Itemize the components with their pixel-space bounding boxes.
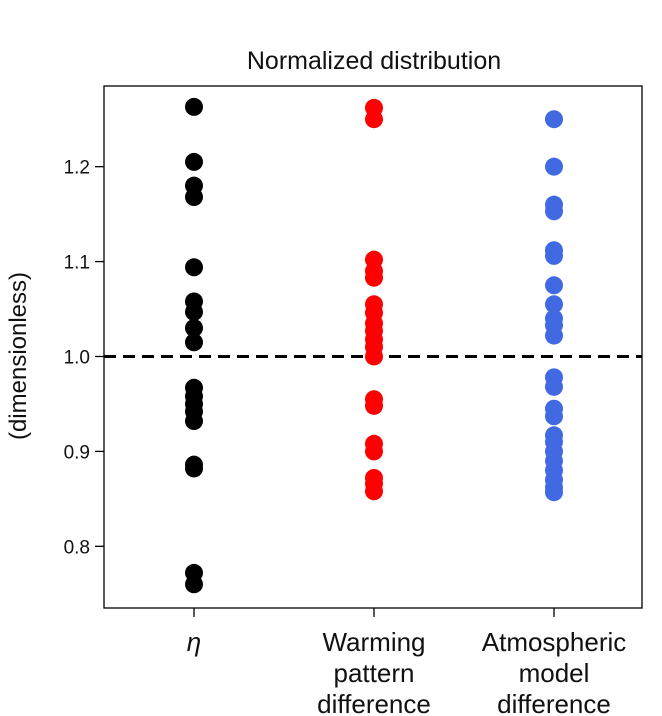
data-point bbox=[365, 110, 383, 129]
data-point bbox=[545, 110, 563, 129]
data-point bbox=[365, 268, 383, 287]
data-point bbox=[545, 407, 563, 426]
data-point bbox=[185, 97, 203, 116]
y-axis: 0.8 0.9 1.0 1.1 1.2 bbox=[64, 158, 104, 558]
data-point bbox=[365, 347, 383, 366]
chart-title: Normalized distribution bbox=[247, 47, 501, 75]
y-tick-label: 0.8 bbox=[64, 537, 90, 558]
y-tick-label: 0.9 bbox=[64, 442, 90, 463]
y-tick-label: 1.1 bbox=[64, 253, 90, 274]
data-point bbox=[185, 319, 203, 338]
y-axis-label: (dimensionless) bbox=[5, 272, 32, 440]
x-category-label: difference bbox=[497, 689, 611, 716]
x-category-label: pattern bbox=[334, 658, 415, 688]
y-tick-label: 1.0 bbox=[64, 347, 90, 368]
data-point bbox=[185, 412, 203, 431]
data-point bbox=[185, 152, 203, 171]
plot-frame bbox=[103, 85, 643, 609]
data-point bbox=[545, 202, 563, 221]
data-point bbox=[185, 258, 203, 277]
data-point bbox=[365, 482, 383, 501]
data-point bbox=[545, 295, 563, 314]
x-category-label: η bbox=[187, 627, 201, 657]
data-point bbox=[545, 276, 563, 295]
data-point bbox=[185, 459, 203, 478]
data-point bbox=[185, 333, 203, 352]
y-tick-label: 1.2 bbox=[64, 158, 90, 179]
data-points bbox=[185, 97, 563, 594]
data-point bbox=[545, 157, 563, 176]
data-point bbox=[185, 188, 203, 207]
x-category-label: Warming bbox=[322, 627, 425, 657]
data-point bbox=[365, 442, 383, 461]
data-point bbox=[185, 302, 203, 321]
data-point bbox=[365, 396, 383, 415]
data-point bbox=[545, 246, 563, 265]
x-category-label: Atmospheric bbox=[482, 627, 627, 657]
data-point bbox=[545, 483, 563, 502]
x-axis: η WarmingpatterndifferenceAtmosphericmode… bbox=[187, 608, 626, 716]
x-category-label: model bbox=[519, 658, 590, 688]
x-category-label: difference bbox=[317, 689, 431, 716]
data-point bbox=[185, 575, 203, 594]
data-point bbox=[545, 377, 563, 396]
data-point bbox=[545, 326, 563, 345]
